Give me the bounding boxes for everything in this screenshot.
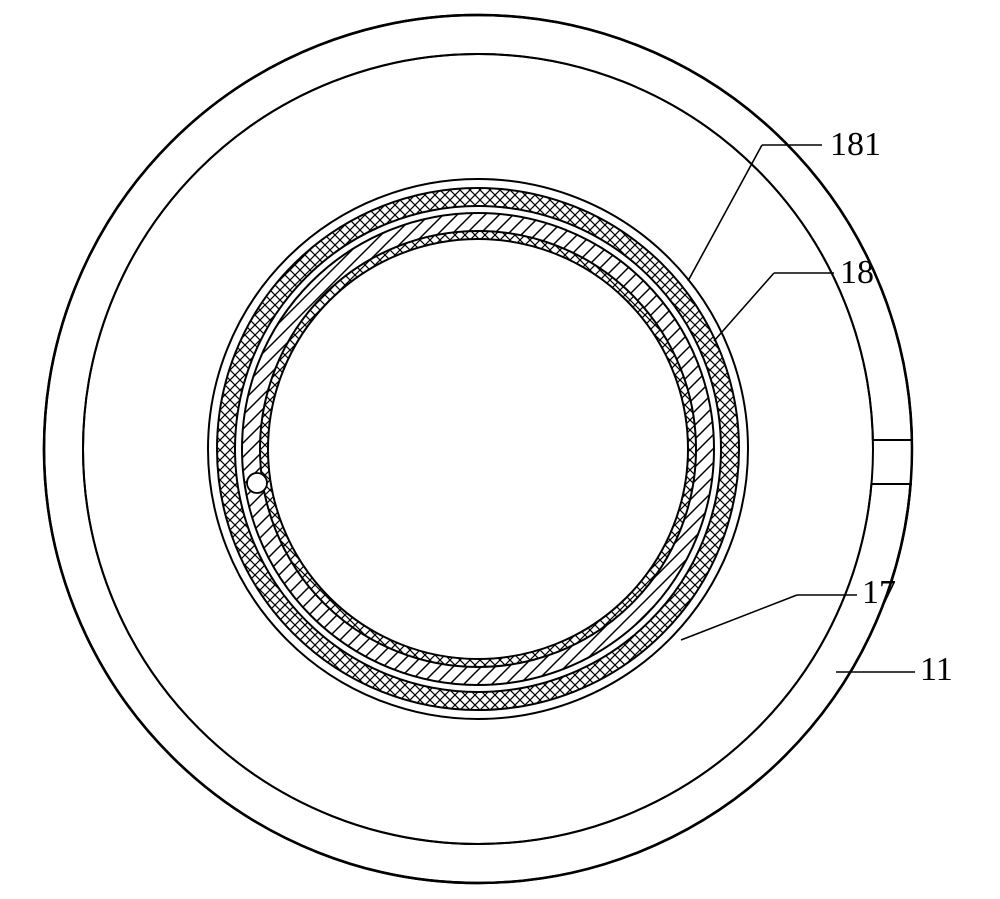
label-181: 181 [830,126,881,163]
label-18: 18 [840,254,874,291]
cross-section-svg: 181 18 17 11 [0,0,1000,894]
label-11: 11 [920,651,953,688]
label-17: 17 [862,574,896,611]
diagram-container: 181 18 17 11 [0,0,1000,894]
